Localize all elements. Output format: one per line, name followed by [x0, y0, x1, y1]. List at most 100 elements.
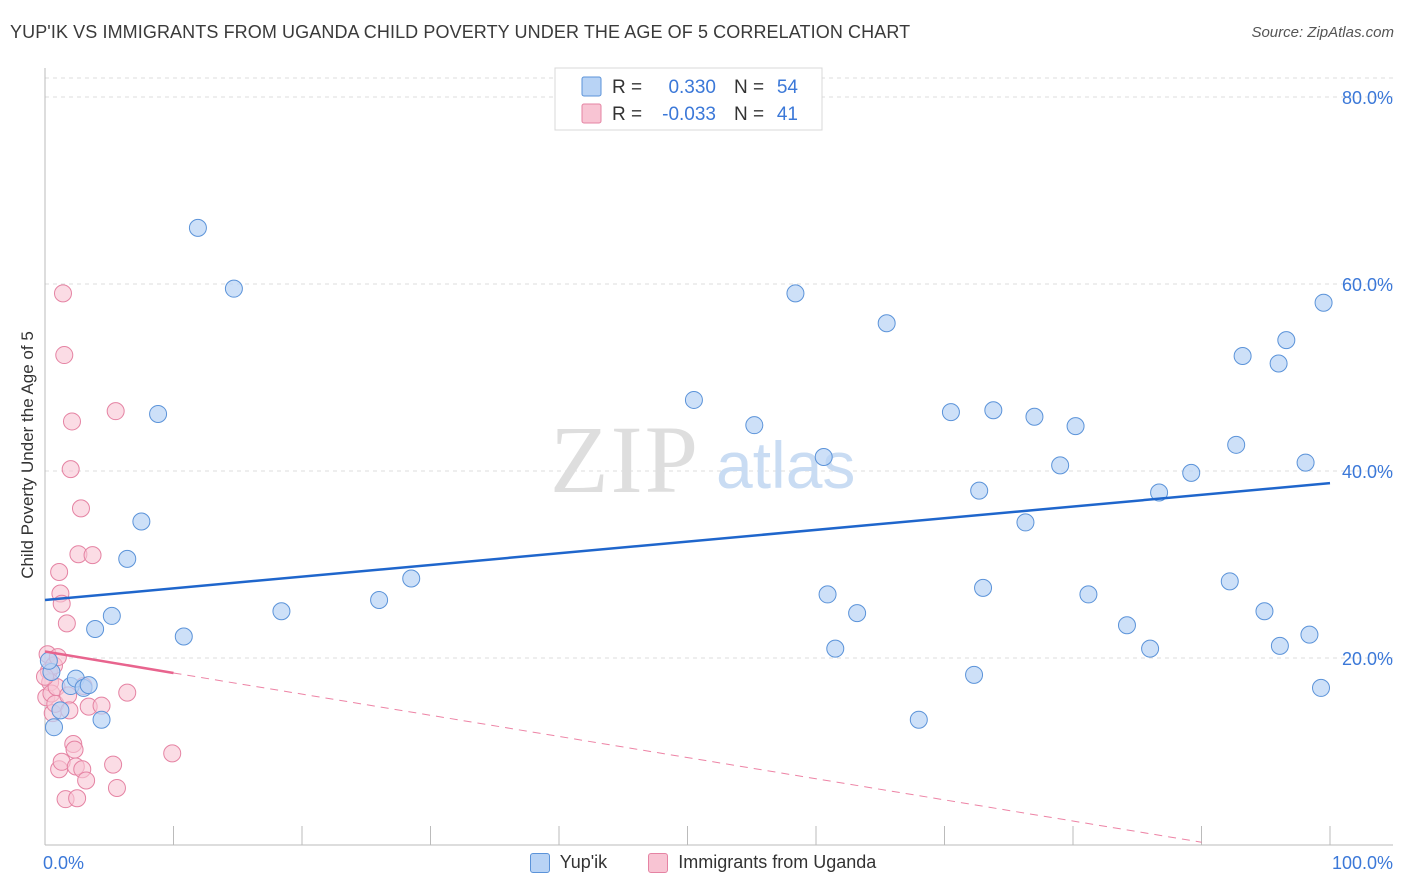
data-point-yupik [402, 569, 421, 588]
legend-r-label-0: R = [612, 77, 642, 98]
data-point-yupik [118, 549, 137, 568]
data-point-yupik [965, 665, 984, 684]
data-point-yupik [974, 578, 993, 597]
legend-item-yupik: Yup'ik [529, 852, 608, 873]
data-point-uganda [61, 460, 80, 479]
data-point-yupik [1025, 407, 1044, 426]
data-point-uganda [71, 499, 90, 518]
data-point-uganda [83, 546, 102, 565]
data-point-uganda [55, 346, 74, 365]
data-point-yupik [1314, 293, 1333, 312]
source-credit: Source: ZipAtlas.com [1251, 24, 1394, 41]
data-point-yupik [1141, 639, 1160, 658]
data-point-yupik [1182, 463, 1201, 482]
data-point-yupik [44, 718, 63, 737]
y-tick-label: 80.0% [1342, 88, 1393, 108]
data-point-yupik [1270, 636, 1289, 655]
data-point-yupik [909, 710, 928, 729]
legend-n-value-1: 41 [777, 104, 798, 125]
data-point-uganda [53, 284, 72, 303]
data-point-yupik [188, 218, 207, 237]
data-point-yupik [1227, 435, 1246, 454]
data-point-yupik [39, 651, 58, 670]
data-point-yupik [970, 481, 989, 500]
data-point-uganda [68, 789, 87, 808]
series-yupik [39, 218, 1333, 737]
legend-swatch-uganda [581, 103, 602, 124]
data-point-uganda [107, 778, 126, 797]
data-point-uganda [50, 562, 69, 581]
data-point-yupik [1051, 456, 1070, 475]
data-point-yupik [745, 416, 764, 435]
data-point-yupik [1277, 331, 1296, 350]
y-tick-label: 40.0% [1342, 462, 1393, 482]
data-point-yupik [132, 512, 151, 531]
data-point-yupik [826, 639, 845, 658]
data-point-yupik [224, 279, 243, 298]
data-point-yupik [684, 390, 703, 409]
data-point-yupik [1079, 585, 1098, 604]
trend-line-yupik [44, 481, 1331, 602]
watermark: ZIP atlas [550, 406, 855, 513]
legend-n-label-0: N = [734, 77, 764, 98]
trend-line-uganda [44, 650, 174, 675]
data-point-yupik [984, 401, 1003, 420]
data-point-uganda [65, 740, 84, 759]
data-point-yupik [941, 403, 960, 422]
data-point-uganda [57, 614, 76, 633]
data-point-yupik [92, 710, 111, 729]
legend-n-value-0: 54 [777, 77, 799, 98]
data-point-uganda [77, 771, 96, 790]
data-point-yupik [79, 676, 98, 695]
data-point-yupik [1300, 625, 1319, 644]
data-point-yupik [149, 404, 168, 423]
legend-box: R = 0.330 N = 54 R = -0.033 N = 41 [554, 67, 823, 131]
x-tick-label: 100.0% [1332, 853, 1393, 873]
data-point-uganda [163, 744, 182, 763]
data-point-yupik [370, 591, 389, 610]
data-point-yupik [51, 701, 70, 720]
data-point-yupik [1269, 354, 1288, 373]
data-point-yupik [814, 447, 833, 466]
data-point-yupik [877, 314, 896, 333]
data-point-uganda [106, 402, 125, 421]
watermark-zip: ZIP [550, 406, 700, 513]
data-point-yupik [174, 627, 193, 646]
legend-item-uganda: Immigrants from Uganda [648, 852, 876, 873]
legend-swatch-yupik [581, 76, 602, 97]
legend-swatch-yupik-bottom [529, 852, 550, 873]
data-point-yupik [1296, 453, 1315, 472]
chart-title: YUP'IK VS IMMIGRANTS FROM UGANDA CHILD P… [10, 22, 911, 42]
trend-lines [44, 481, 1331, 843]
trend-line-uganda-extrapolated [173, 672, 1202, 843]
data-point-uganda [118, 683, 137, 702]
legend-label-uganda: Immigrants from Uganda [678, 852, 877, 872]
data-point-yupik [818, 585, 837, 604]
y-tick-label: 20.0% [1342, 649, 1393, 669]
data-point-yupik [1255, 602, 1274, 621]
gridlines [45, 77, 1393, 659]
data-point-yupik [1066, 417, 1085, 436]
data-point-yupik [1312, 678, 1331, 697]
data-point-yupik [1233, 346, 1252, 365]
data-point-yupik [272, 602, 291, 621]
legend-r-value-1: -0.033 [662, 104, 716, 125]
legend-r-value-0: 0.330 [668, 77, 716, 98]
tick-labels: 20.0% 40.0% 60.0% 80.0% 0.0% 100.0% [43, 88, 1393, 873]
watermark-atlas: atlas [716, 428, 855, 502]
data-point-uganda [62, 412, 81, 431]
legend-r-label-1: R = [612, 104, 642, 125]
data-point-yupik [1117, 616, 1136, 635]
legend-label-yupik: Yup'ik [559, 852, 608, 872]
data-point-yupik [786, 284, 805, 303]
y-tick-label: 60.0% [1342, 275, 1393, 295]
data-point-yupik [102, 606, 121, 625]
legend-n-label-1: N = [734, 104, 764, 125]
data-point-yupik [1016, 513, 1035, 532]
data-point-yupik [1220, 572, 1239, 591]
bottom-legend: Yup'ik Immigrants from Uganda [0, 852, 1406, 878]
data-point-yupik [848, 604, 867, 623]
data-point-yupik [86, 620, 105, 639]
legend-swatch-uganda-bottom [648, 852, 669, 873]
